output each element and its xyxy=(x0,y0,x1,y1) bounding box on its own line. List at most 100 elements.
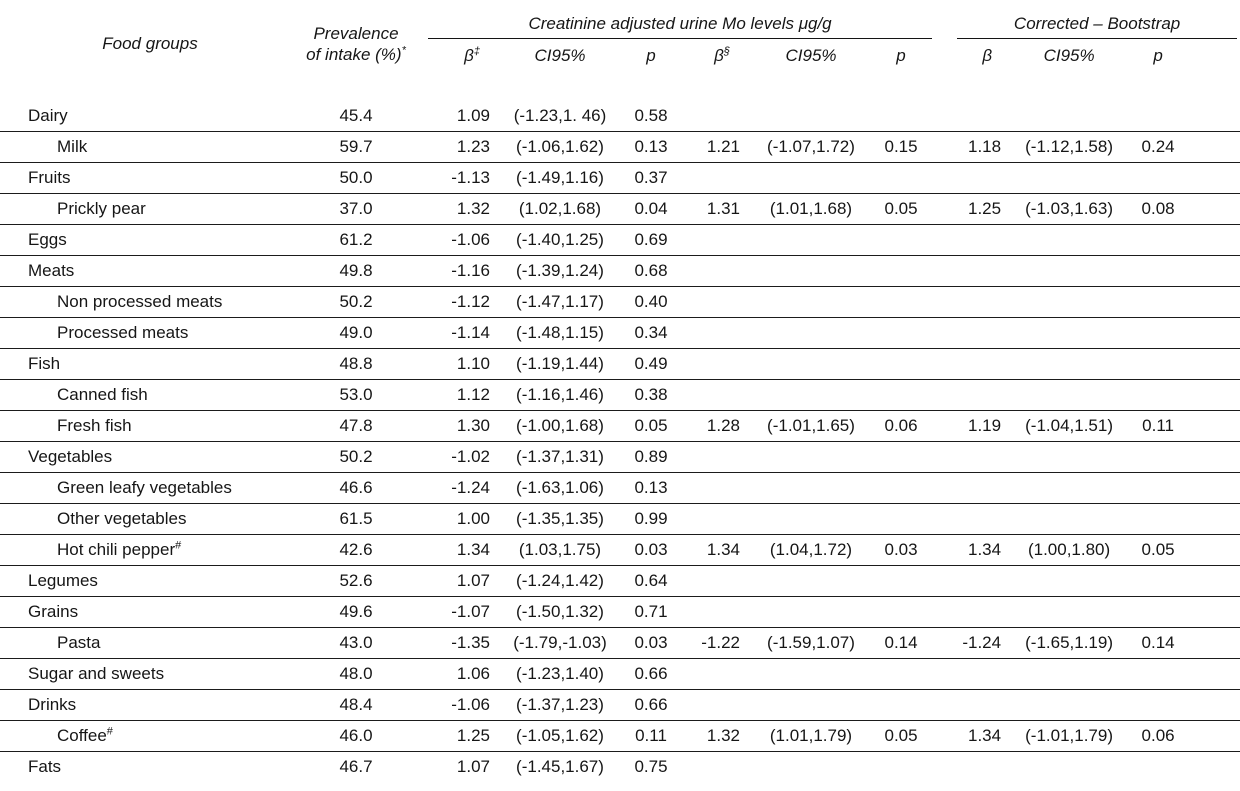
beta-crude-cell: 1.25 xyxy=(412,720,500,752)
beta-adjusted-cell: 1.32 xyxy=(682,720,752,752)
p-bootstrap-cell xyxy=(1128,379,1240,411)
food-group-label: Canned fish xyxy=(0,379,300,411)
beta-adjusted-cell xyxy=(682,317,752,349)
prevalence-cell: 50.0 xyxy=(300,162,412,194)
food-group-label: Prickly pear xyxy=(0,193,300,225)
ci95-crude-cell: (-1.39,1.24) xyxy=(500,255,620,287)
prevalence-cell: 50.2 xyxy=(300,441,412,473)
p-crude-cell: 0.64 xyxy=(620,565,682,597)
p-crude-cell: 0.49 xyxy=(620,348,682,380)
prevalence-cell: 61.2 xyxy=(300,224,412,256)
p-adjusted-cell: 0.06 xyxy=(870,410,933,442)
beta-bootstrap-cell xyxy=(932,255,1011,287)
table-row: Drinks 48.4 -1.06 (-1.37,1.23) 0.66 xyxy=(0,689,1240,721)
column-header-p-adjusted: p xyxy=(896,46,906,65)
ci95-bootstrap-cell xyxy=(1010,101,1129,132)
beta-adjusted-cell: 1.28 xyxy=(682,410,752,442)
beta-crude-cell: 1.10 xyxy=(412,348,500,380)
p-adjusted-cell: 0.03 xyxy=(870,534,933,566)
ci95-bootstrap-cell xyxy=(1010,472,1129,504)
beta-adjusted-cell xyxy=(682,752,752,783)
food-group-label: Non processed meats xyxy=(0,286,300,318)
beta-crude-cell: 1.23 xyxy=(412,131,500,163)
ci95-bootstrap-cell xyxy=(1010,658,1129,690)
beta-bootstrap-cell xyxy=(932,752,1010,783)
prevalence-cell: 46.7 xyxy=(339,757,373,776)
prevalence-cell: 45.4 xyxy=(300,101,412,132)
beta-bootstrap-cell xyxy=(932,503,1011,535)
ci95-bootstrap-cell xyxy=(1010,379,1129,411)
beta-bootstrap-cell: 1.34 xyxy=(932,534,1011,566)
p-crude-cell: 0.89 xyxy=(620,441,682,473)
p-crude-cell: 0.13 xyxy=(620,472,682,504)
table-row: Fruits 50.0 -1.13 (-1.49,1.16) 0.37 xyxy=(0,162,1240,194)
ci95-bootstrap-cell: (-1.12,1.58) xyxy=(1010,131,1129,163)
ci95-adjusted-cell xyxy=(752,503,870,535)
ci95-bootstrap-cell xyxy=(1010,162,1129,194)
p-crude-cell: 0.66 xyxy=(620,658,682,690)
ci95-adjusted-cell xyxy=(752,596,870,628)
p-crude-cell: 0.03 xyxy=(620,534,682,566)
beta-adjusted-cell xyxy=(682,224,752,256)
table-row: Canned fish 53.0 1.12 (-1.16,1.46) 0.38 xyxy=(0,379,1240,411)
p-bootstrap-cell: 0.08 xyxy=(1128,193,1240,225)
ci95-crude-cell: (-1.24,1.42) xyxy=(500,565,620,597)
beta-bootstrap-cell xyxy=(932,689,1011,721)
ci95-crude-cell: (-1.49,1.16) xyxy=(500,162,620,194)
prevalence-cell: 48.8 xyxy=(300,348,412,380)
ci95-crude-cell: (-1.40,1.25) xyxy=(500,224,620,256)
beta-bootstrap-cell xyxy=(932,286,1011,318)
ci95-adjusted-cell: (1.04,1.72) xyxy=(752,534,870,566)
prevalence-cell: 53.0 xyxy=(300,379,412,411)
p-crude-cell: 0.66 xyxy=(620,689,682,721)
beta-bootstrap-cell: 1.18 xyxy=(932,131,1011,163)
beta-crude-cell: -1.06 xyxy=(412,224,500,256)
table-row: Eggs 61.2 -1.06 (-1.40,1.25) 0.69 xyxy=(0,224,1240,256)
p-crude-cell: 0.34 xyxy=(620,317,682,349)
p-crude-cell: 0.04 xyxy=(620,193,682,225)
beta-adjusted-cell xyxy=(682,101,752,132)
beta-adjusted-cell xyxy=(682,441,752,473)
beta-crude-cell: -1.02 xyxy=(412,441,500,473)
p-adjusted-cell: 0.14 xyxy=(870,627,933,659)
food-groups-label: Food groups xyxy=(102,33,198,53)
ci95-bootstrap-cell xyxy=(1010,255,1129,287)
column-header-ci95-bootstrap: CI95% xyxy=(1043,46,1095,65)
prevalence-cell: 43.0 xyxy=(300,627,412,659)
ci95-bootstrap-cell xyxy=(1010,596,1129,628)
prevalence-cell: 49.8 xyxy=(300,255,412,287)
ci95-adjusted-cell xyxy=(752,224,870,256)
beta-crude-cell: -1.07 xyxy=(412,596,500,628)
prevalence-cell: 48.4 xyxy=(300,689,412,721)
table-row: Prickly pear 37.0 1.32 (1.02,1.68) 0.04 1.31(… xyxy=(0,193,1240,225)
ci95-bootstrap-cell xyxy=(1010,752,1128,783)
food-group-label: Pasta xyxy=(0,627,300,659)
ci95-bootstrap-cell xyxy=(1010,348,1129,380)
ci95-bootstrap-cell xyxy=(1010,565,1129,597)
p-bootstrap-cell xyxy=(1128,596,1240,628)
ci95-crude-cell: (-1.35,1.35) xyxy=(500,503,620,535)
p-crude-cell: 0.13 xyxy=(620,131,682,163)
p-bootstrap-cell xyxy=(1128,101,1240,132)
p-bootstrap-cell xyxy=(1128,162,1240,194)
ci95-adjusted-cell: (-1.01,1.65) xyxy=(752,410,870,442)
p-bootstrap-cell xyxy=(1128,503,1240,535)
p-adjusted-cell xyxy=(870,689,933,721)
prevalence-cell: 49.6 xyxy=(300,596,412,628)
food-group-label: Milk xyxy=(0,131,300,163)
column-header-p-crude: p xyxy=(646,46,656,65)
beta-adjusted-cell xyxy=(682,565,752,597)
prevalence-cell: 59.7 xyxy=(300,131,412,163)
ci95-adjusted-cell: (1.01,1.79) xyxy=(752,720,870,752)
beta-crude-cell: -1.16 xyxy=(412,255,500,287)
table-row: Fresh fish 47.8 1.30 (-1.00,1.68) 0.05 1.28 (-… xyxy=(0,410,1240,442)
ci95-adjusted-cell: (1.01,1.68) xyxy=(752,193,870,225)
ci95-bootstrap-cell: (-1.65,1.19) xyxy=(1010,627,1129,659)
beta-bootstrap-cell xyxy=(932,317,1011,349)
p-adjusted-cell xyxy=(870,379,933,411)
p-bootstrap-cell xyxy=(1128,317,1240,349)
ci95-bootstrap-cell: (-1.03,1.63) xyxy=(1010,193,1129,225)
ci95-adjusted-cell xyxy=(752,565,870,597)
food-groups-table: Food groups Prevalence of intake (%)* Cr… xyxy=(0,14,1240,782)
food-group-label: Fruits xyxy=(0,162,300,194)
